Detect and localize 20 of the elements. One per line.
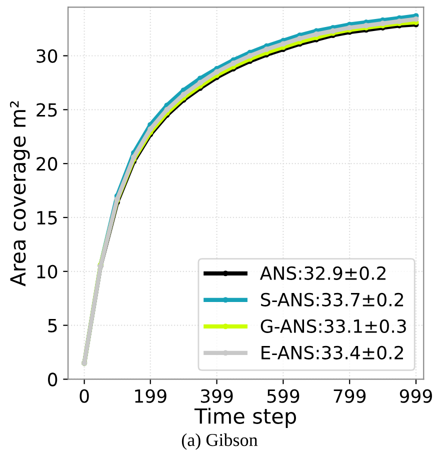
x-axis-title: Time step <box>194 408 296 428</box>
x-tick-label: 199 <box>135 389 166 403</box>
x-tick-label: 0 <box>80 389 89 403</box>
text: (a) Gibson <box>182 433 258 450</box>
legend-label: G-ANS:33.1±0.3 <box>260 319 406 333</box>
legend-label: ANS:32.9±0.2 <box>260 266 386 280</box>
x-tick-label: 399 <box>200 389 233 403</box>
x-tick-label: 999 <box>400 389 432 403</box>
y-tick-label: 30 <box>36 49 58 63</box>
y-tick-label: 25 <box>36 103 57 117</box>
y-tick-label: 15 <box>37 211 57 225</box>
x-tick-label: 799 <box>334 389 366 403</box>
y-tick-label: 5 <box>48 319 57 332</box>
x-tick-label: 599 <box>267 389 300 403</box>
y-tick-label: 10 <box>37 264 58 279</box>
y-tick-label: 0 <box>48 372 58 386</box>
y-tick-label: 20 <box>36 157 58 171</box>
legend-label: S-ANS:33.7±0.2 <box>261 292 404 306</box>
y-axis-title: Area coverage m² <box>10 101 30 286</box>
legend-label: E-ANS:33.4±0.2 <box>262 346 403 360</box>
